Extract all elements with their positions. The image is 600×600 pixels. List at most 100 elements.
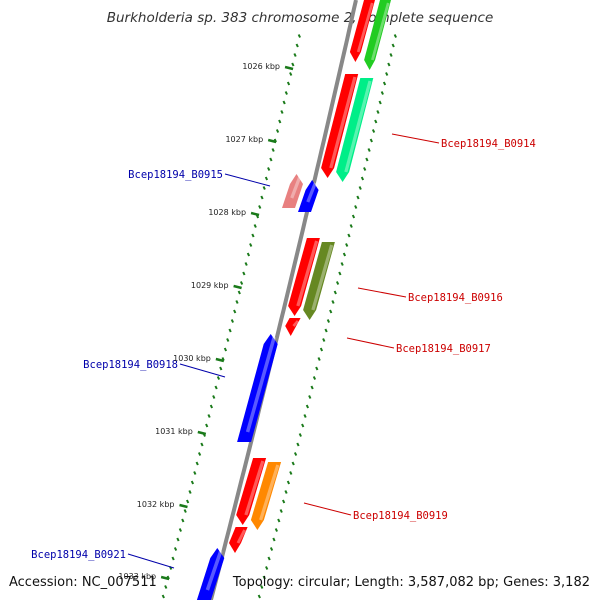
- outer-tick: [342, 252, 347, 257]
- inner-tick: [161, 594, 165, 599]
- gene-leader-line: [391, 133, 440, 144]
- outer-tick: [291, 461, 295, 466]
- outer-tick: [358, 186, 362, 190]
- gene-pink-inner: [282, 174, 303, 208]
- gene-b0919-orange-shade: [259, 464, 280, 521]
- outer-tick: [360, 176, 365, 181]
- inner-tick: [289, 72, 293, 76]
- inner-tick: [200, 442, 204, 447]
- outer-tick: [356, 195, 360, 200]
- gene-leader-line: [303, 502, 352, 516]
- inner-tick: [242, 271, 246, 276]
- outer-tick: [389, 53, 393, 57]
- inner-tick: [188, 490, 192, 494]
- inner-tick: [237, 290, 241, 295]
- inner-tick: [178, 528, 182, 532]
- inner-tick: [228, 328, 232, 333]
- inner-tick: [195, 461, 199, 466]
- outer-tick: [279, 509, 283, 513]
- gene-b0916-shade: [296, 240, 319, 307]
- outer-tick: [338, 271, 342, 276]
- gene-pink-inner-shade: [290, 176, 302, 199]
- inner-tick: [284, 91, 288, 95]
- inner-tick: [244, 262, 248, 266]
- major-tick: [179, 503, 188, 509]
- outer-tick: [374, 119, 378, 124]
- kbp-label: 1033 kbp: [118, 572, 156, 581]
- outer-tick: [382, 81, 387, 86]
- outer-tick: [269, 547, 274, 551]
- gene-b0914-body-shade: [329, 76, 357, 169]
- inner-tick: [219, 366, 223, 371]
- gene-labels: Bcep18194_B0914 Bcep18194_B0915 Bcep18194_…: [31, 133, 536, 569]
- outer-tick: [331, 300, 335, 304]
- inner-tick: [181, 518, 185, 523]
- outer-tick: [312, 376, 317, 380]
- gene-b0913-forward: [349, 0, 375, 62]
- inner-tick: [271, 148, 275, 152]
- inner-tick: [209, 404, 214, 409]
- inner-tick: [286, 81, 291, 86]
- gene-b0918: [237, 334, 278, 442]
- gene-b0917-shade: [292, 320, 299, 327]
- inner-tick: [253, 224, 257, 228]
- outer-tick: [376, 110, 380, 114]
- outer-tick: [308, 395, 312, 399]
- inner-tick: [171, 556, 175, 561]
- outer-tick: [317, 357, 321, 361]
- inner-tick: [193, 471, 197, 475]
- inner-tick: [212, 395, 216, 399]
- gene-b0916-olive-shade: [311, 244, 334, 311]
- gene-label: Bcep18194_B0918: [83, 359, 178, 371]
- outer-tick: [367, 148, 371, 152]
- kbp-label: 1029 kbp: [191, 281, 229, 290]
- inner-tick: [164, 585, 168, 589]
- chromosome-backbone: [208, 0, 358, 600]
- inner-tick: [239, 281, 244, 285]
- major-tick: [267, 138, 277, 144]
- outer-tick: [277, 518, 281, 523]
- major-tick: [250, 211, 260, 217]
- outer-tick: [340, 262, 344, 266]
- gene-leader-line: [346, 337, 395, 349]
- outer-tick: [282, 499, 286, 504]
- gene-b0919-shade: [244, 460, 265, 516]
- gene-label: Bcep18194_B0917: [396, 343, 491, 355]
- gene-b0921-shade: [205, 550, 223, 591]
- gene-b0919-orange: [250, 462, 282, 530]
- inner-tick: [230, 319, 234, 323]
- gene-b0914-green-shade: [344, 80, 372, 173]
- outer-tick: [267, 556, 271, 561]
- outer-tick: [329, 309, 333, 314]
- inner-tick: [260, 195, 264, 200]
- outer-tick: [293, 452, 298, 456]
- kbp-label: 1028 kbp: [208, 208, 246, 217]
- gene-b0915: [298, 180, 319, 212]
- gene-label: Bcep18194_B0919: [353, 510, 448, 522]
- outer-tick: [289, 471, 293, 475]
- outer-tick: [347, 233, 351, 238]
- outer-tick: [319, 347, 324, 352]
- gene-b0916: [288, 238, 320, 316]
- outer-tick: [387, 62, 391, 67]
- outer-tick: [303, 414, 307, 418]
- kbp-labels: 1026 kbp 1027 kbp 1028 kbp 1029 kbp 1030 kbp…: [118, 62, 294, 581]
- inner-tick: [226, 338, 230, 342]
- backbone-line: [208, 0, 358, 600]
- kbp-label: 1031 kbp: [155, 427, 193, 436]
- gene-label: Bcep18194_B0916: [408, 292, 503, 304]
- inner-tick: [267, 167, 271, 171]
- gene-green-top: [364, 0, 391, 70]
- outer-tick: [345, 243, 349, 247]
- inner-tick: [190, 480, 195, 485]
- outer-tick: [272, 537, 276, 542]
- topology-text: Topology: circular; Length: 3,587,082 bp…: [232, 575, 590, 590]
- inner-tick: [223, 347, 228, 352]
- gene-b0917: [285, 318, 301, 336]
- outer-tick: [363, 167, 367, 171]
- outer-tick: [333, 290, 337, 295]
- outer-tick: [385, 72, 389, 76]
- outer-tick: [380, 91, 384, 95]
- gene-features: [196, 0, 391, 600]
- gene-label: Bcep18194_B0921: [31, 549, 126, 561]
